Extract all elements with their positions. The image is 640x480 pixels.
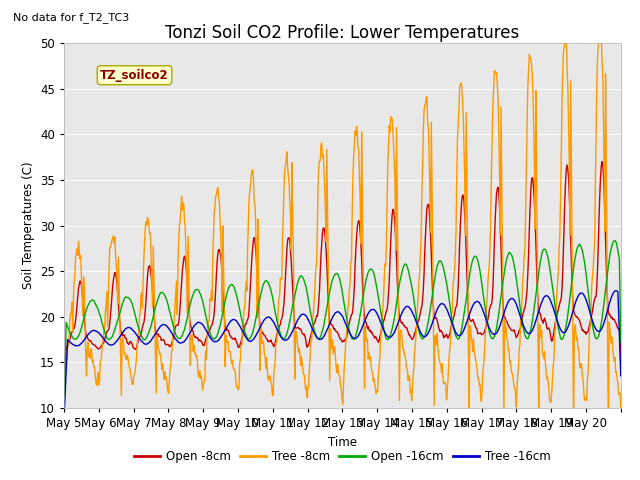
- Open -8cm: [60, 425, 68, 431]
- Tree -8cm: [125, 364, 133, 370]
- Open -16cm: [228, 281, 236, 287]
- Tree -16cm: [228, 317, 236, 323]
- Tree -16cm: [60, 416, 68, 421]
- Tree -8cm: [276, 276, 284, 281]
- Line: Open -16cm: Open -16cm: [64, 241, 621, 408]
- Open -8cm: [276, 322, 284, 327]
- Tree -8cm: [617, 405, 625, 410]
- Tree -16cm: [255, 326, 263, 332]
- Line: Tree -8cm: Tree -8cm: [64, 19, 621, 437]
- Tree -16cm: [612, 288, 620, 294]
- Tree -8cm: [400, 347, 408, 352]
- Tree -8cm: [228, 361, 236, 367]
- Legend: Open -8cm, Tree -8cm, Open -16cm, Tree -16cm: Open -8cm, Tree -8cm, Open -16cm, Tree -…: [129, 445, 556, 468]
- Tree -8cm: [596, 16, 604, 22]
- Text: TZ_soilco2: TZ_soilco2: [100, 69, 169, 82]
- Open -16cm: [611, 238, 619, 244]
- Line: Tree -16cm: Tree -16cm: [64, 291, 621, 419]
- Text: No data for f_T2_TC3: No data for f_T2_TC3: [13, 12, 129, 23]
- Tree -8cm: [431, 333, 439, 339]
- Line: Open -8cm: Open -8cm: [64, 162, 621, 428]
- Open -8cm: [431, 315, 439, 321]
- Open -8cm: [228, 335, 236, 341]
- Open -16cm: [255, 299, 263, 304]
- Open -8cm: [400, 323, 408, 328]
- Open -8cm: [125, 341, 133, 347]
- Open -8cm: [598, 159, 606, 165]
- Tree -8cm: [255, 314, 263, 320]
- Tree -16cm: [276, 333, 284, 339]
- Title: Tonzi Soil CO2 Profile: Lower Temperatures: Tonzi Soil CO2 Profile: Lower Temperatur…: [165, 24, 520, 42]
- Tree -16cm: [431, 312, 439, 318]
- Open -16cm: [125, 296, 133, 301]
- Tree -16cm: [617, 373, 625, 379]
- Open -16cm: [400, 263, 408, 269]
- X-axis label: Time: Time: [328, 435, 357, 449]
- Open -16cm: [617, 340, 625, 346]
- Tree -16cm: [125, 324, 133, 330]
- Open -8cm: [617, 372, 625, 378]
- Open -8cm: [255, 314, 263, 320]
- Tree -16cm: [400, 307, 408, 312]
- Y-axis label: Soil Temperatures (C): Soil Temperatures (C): [22, 162, 35, 289]
- Open -16cm: [431, 275, 439, 281]
- Tree -8cm: [60, 374, 68, 380]
- Tree -8cm: [605, 434, 612, 440]
- Open -16cm: [276, 331, 284, 336]
- Open -16cm: [60, 406, 68, 411]
